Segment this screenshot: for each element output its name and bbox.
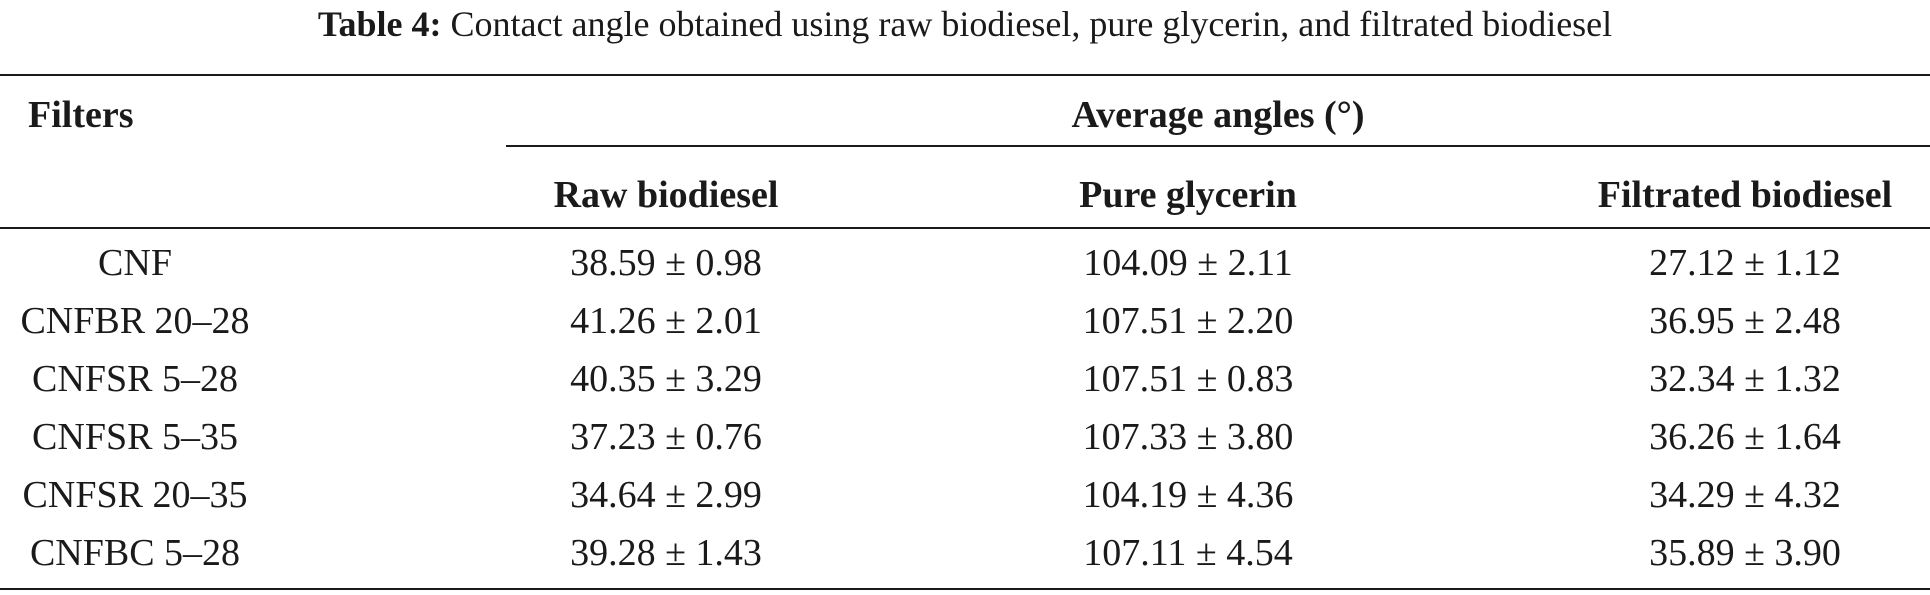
cell-filter: CNFSR 5–28	[32, 358, 238, 400]
header-filtrated-biodiesel: Filtrated biodiesel	[1597, 174, 1893, 216]
table-caption-text: Contact angle obtained using raw biodies…	[450, 4, 1613, 44]
table-row: CNFSR 5–28 40.35 ± 3.29 107.51 ± 0.83 32…	[0, 350, 1930, 408]
cell-filter: CNFSR 20–35	[22, 474, 248, 516]
header-pure-glycerin: Pure glycerin	[1079, 174, 1297, 216]
cell-raw-biodiesel: 38.59 ± 0.98	[570, 242, 762, 284]
cell-filtrated-biodiesel: 34.29 ± 4.32	[1649, 474, 1841, 516]
cell-filtrated-biodiesel: 27.12 ± 1.12	[1649, 242, 1841, 284]
table-row: CNF 38.59 ± 0.98 104.09 ± 2.11 27.12 ± 1…	[0, 234, 1930, 292]
header-raw-biodiesel: Raw biodiesel	[553, 174, 779, 216]
cell-raw-biodiesel: 37.23 ± 0.76	[570, 416, 762, 458]
cell-raw-biodiesel: 40.35 ± 3.29	[570, 358, 762, 400]
table-row: CNFBC 5–28 39.28 ± 1.43 107.11 ± 4.54 35…	[0, 524, 1930, 582]
header-bottom-rule	[0, 227, 1930, 229]
cell-raw-biodiesel: 34.64 ± 2.99	[570, 474, 762, 516]
cell-pure-glycerin: 107.11 ± 4.54	[1083, 532, 1293, 574]
table-caption: Table 4: Contact angle obtained using ra…	[0, 0, 1930, 46]
table-row: CNFSR 20–35 34.64 ± 2.99 104.19 ± 4.36 3…	[0, 466, 1930, 524]
cell-filtrated-biodiesel: 36.26 ± 1.64	[1649, 416, 1841, 458]
cell-filter: CNFBC 5–28	[29, 532, 241, 574]
cell-pure-glycerin: 107.33 ± 3.80	[1082, 416, 1294, 458]
cell-pure-glycerin: 104.09 ± 2.11	[1083, 242, 1293, 284]
cell-filtrated-biodiesel: 36.95 ± 2.48	[1649, 300, 1841, 342]
cell-pure-glycerin: 107.51 ± 2.20	[1082, 300, 1294, 342]
header-span-rule	[506, 145, 1930, 147]
cell-filtrated-biodiesel: 35.89 ± 3.90	[1649, 532, 1841, 574]
cell-pure-glycerin: 104.19 ± 4.36	[1082, 474, 1294, 516]
cell-filter: CNFBR 20–28	[20, 300, 250, 342]
cell-raw-biodiesel: 39.28 ± 1.43	[570, 532, 762, 574]
cell-filter: CNFSR 5–35	[32, 416, 238, 458]
cell-filtrated-biodiesel: 32.34 ± 1.32	[1649, 358, 1841, 400]
table-row: CNFSR 5–35 37.23 ± 0.76 107.33 ± 3.80 36…	[0, 408, 1930, 466]
table-top-rule	[0, 74, 1930, 76]
cell-pure-glycerin: 107.51 ± 0.83	[1082, 358, 1294, 400]
table-row: CNFBR 20–28 41.26 ± 2.01 107.51 ± 2.20 3…	[0, 292, 1930, 350]
header-filters: Filters	[28, 94, 134, 136]
table-caption-label: Table 4:	[317, 4, 442, 44]
table-bottom-rule	[0, 588, 1930, 590]
header-average-angles: Average angles (°)	[1071, 94, 1365, 136]
cell-raw-biodiesel: 41.26 ± 2.01	[570, 300, 762, 342]
cell-filter: CNF	[98, 242, 172, 284]
